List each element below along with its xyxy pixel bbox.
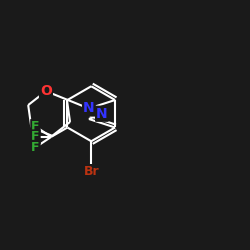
Text: N: N [83, 102, 95, 116]
Text: Br: Br [84, 165, 99, 178]
Text: F: F [31, 130, 40, 143]
Text: F: F [31, 141, 40, 154]
Text: N: N [96, 107, 108, 121]
Text: O: O [40, 84, 52, 98]
Text: F: F [31, 120, 40, 133]
